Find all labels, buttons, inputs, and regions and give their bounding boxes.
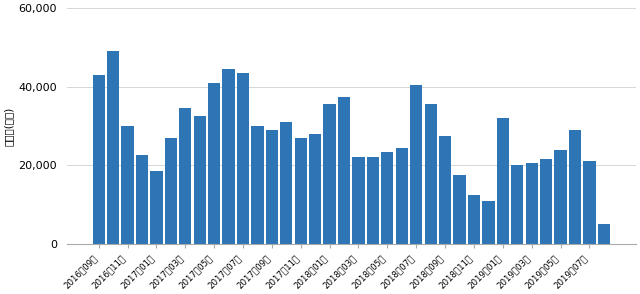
Bar [252, 126, 264, 244]
Bar [439, 136, 451, 244]
Bar [482, 201, 495, 244]
Bar [583, 161, 596, 244]
Bar [294, 138, 307, 244]
Bar [497, 118, 509, 244]
Bar [223, 69, 235, 244]
Bar [164, 138, 177, 244]
Bar [353, 158, 365, 244]
Bar [309, 134, 321, 244]
Bar [179, 108, 191, 244]
Bar [338, 96, 350, 244]
Bar [525, 163, 538, 244]
Bar [136, 156, 148, 244]
Bar [381, 151, 394, 244]
Bar [323, 104, 336, 244]
Y-axis label: 거래량(건수): 거래량(건수) [4, 106, 14, 146]
Bar [511, 165, 524, 244]
Bar [396, 148, 408, 244]
Bar [367, 158, 379, 244]
Bar [193, 116, 206, 244]
Bar [107, 51, 119, 244]
Bar [122, 126, 134, 244]
Bar [150, 171, 163, 244]
Bar [598, 224, 610, 244]
Bar [93, 75, 105, 244]
Bar [453, 175, 466, 244]
Bar [424, 104, 436, 244]
Bar [468, 195, 480, 244]
Bar [237, 73, 249, 244]
Bar [410, 85, 422, 244]
Bar [554, 150, 566, 244]
Bar [280, 122, 292, 244]
Bar [540, 159, 552, 244]
Bar [208, 83, 220, 244]
Bar [569, 130, 581, 244]
Bar [266, 130, 278, 244]
